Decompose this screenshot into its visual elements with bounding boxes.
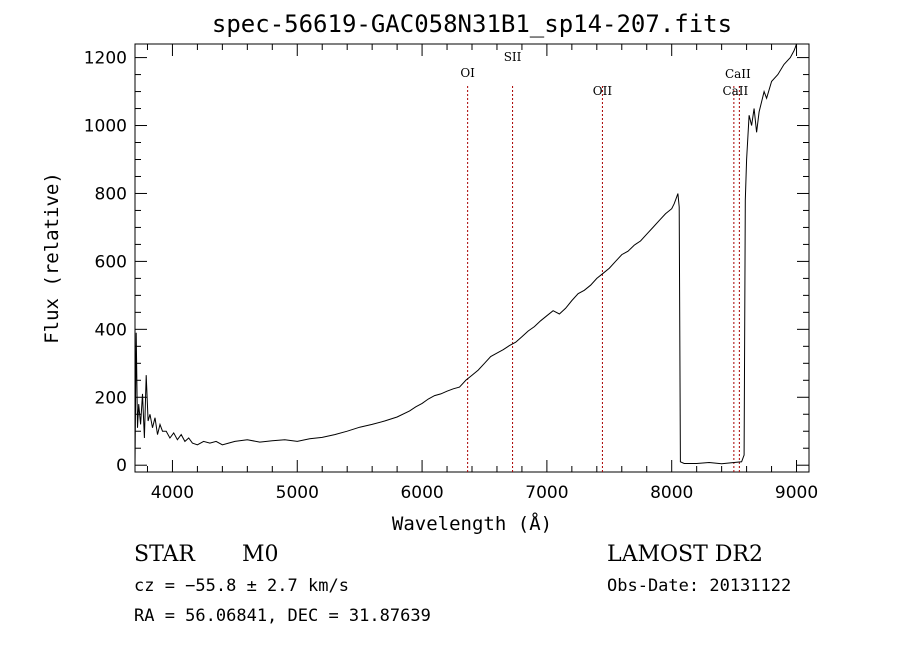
spectral-subclass: M0 [242, 542, 279, 567]
y-tick-label: 400 [95, 320, 127, 340]
spectral-line-label: CaII [725, 67, 751, 81]
spectral-line-label: OI [460, 66, 475, 80]
chart-title: spec-56619-GAC058N31B1_sp14-207.fits [212, 10, 732, 38]
y-axis-label: Flux (relative) [41, 172, 63, 344]
sky-coordinates: RA = 56.06841, DEC = 31.87639 [134, 606, 431, 626]
axis-tick-labels: 4000 5000 6000 7000 8000 9000 0 200 400 600 800 100… [84, 49, 818, 503]
x-tick-label: 9000 [775, 483, 818, 503]
y-tick-label: 800 [95, 184, 127, 204]
x-tick-label: 8000 [650, 483, 693, 503]
spectral-line-label: SII [504, 50, 522, 64]
survey-name: LAMOST DR2 [607, 542, 763, 567]
redshift-velocity: cz = −55.8 ± 2.7 km/s [134, 576, 349, 596]
plot-frame [134, 43, 810, 473]
spectral-line-label: OII [593, 84, 613, 98]
x-tick-label: 7000 [525, 483, 568, 503]
y-tick-label: 1000 [84, 117, 127, 137]
x-tick-label: 5000 [276, 483, 319, 503]
x-tick-label: 4000 [151, 483, 194, 503]
y-tick-label: 1200 [84, 49, 127, 69]
x-tick-label: 6000 [400, 483, 443, 503]
y-tick-label: 200 [95, 388, 127, 408]
spectrum-series-line [134, 43, 797, 466]
y-tick-label: 0 [116, 456, 127, 476]
object-class: STAR [134, 542, 196, 567]
x-axis-label: Wavelength (Å) [392, 512, 552, 535]
axis-ticks [135, 44, 809, 472]
observation-date: Obs-Date: 20131122 [607, 576, 791, 596]
spectral-line-label: CaII [722, 84, 748, 98]
spectral-line-markers: OI SII OII CaII CaII [460, 50, 751, 472]
y-tick-label: 600 [95, 252, 127, 272]
